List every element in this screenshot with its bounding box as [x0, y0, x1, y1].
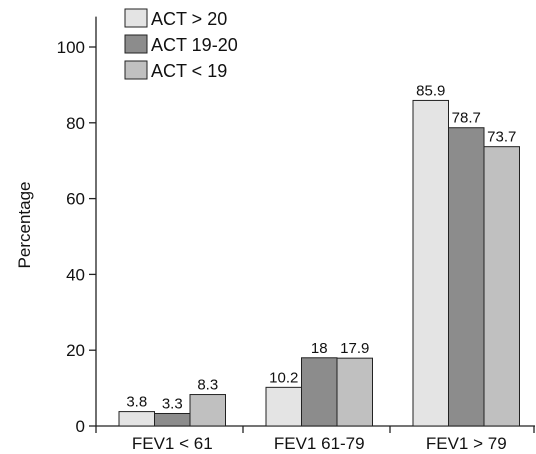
y-axis-label: Percentage	[15, 182, 34, 269]
bar-value-label: 3.8	[126, 394, 147, 411]
bar-value-label: 73.7	[487, 129, 516, 146]
bar	[189, 394, 226, 427]
bar	[483, 146, 520, 427]
bars	[118, 99, 520, 427]
legend-swatch	[124, 34, 148, 54]
legend: ACT > 20 ACT 19-20 ACT < 19	[124, 8, 238, 81]
y-tick-label: 80	[66, 114, 85, 133]
x-tick-label: FEV1 > 79	[426, 434, 507, 453]
y-tick-label: 20	[66, 341, 85, 360]
bar-value-label: 18	[311, 340, 328, 357]
y-tick-label: 40	[66, 265, 85, 284]
bar	[118, 411, 155, 427]
bar	[412, 99, 449, 427]
bar-value-label: 85.9	[416, 82, 445, 99]
bar	[301, 357, 338, 427]
x-tick-label: FEV1 < 61	[132, 434, 213, 453]
x-tick-label: FEV1 61-79	[274, 434, 365, 453]
legend-label: ACT > 20	[151, 9, 227, 29]
bar	[265, 386, 302, 427]
y-tick-label: 0	[76, 417, 85, 436]
legend-swatch	[124, 8, 148, 28]
bar	[154, 412, 191, 427]
y-tick-label: 100	[57, 38, 85, 57]
bar-value-labels: 3.8 10.2 85.9 3.3 18 78.7 8.3 17.9 73.7	[126, 82, 516, 412]
axes: 0 20 40 60 80 100 FEV1 < 61 FEV1 61-79 FEV1 > 79	[57, 16, 535, 453]
bar-value-label: 10.2	[269, 369, 298, 386]
bar-value-label: 17.9	[340, 340, 369, 357]
bar-value-label: 3.3	[162, 395, 183, 412]
bar	[448, 127, 485, 427]
legend-swatch	[124, 60, 148, 80]
y-tick-label: 60	[66, 190, 85, 209]
legend-label: ACT 19-20	[151, 35, 238, 55]
bar-value-label: 78.7	[452, 110, 481, 127]
bar-value-label: 8.3	[197, 377, 218, 394]
bar	[336, 357, 373, 427]
legend-label: ACT < 19	[151, 61, 227, 81]
